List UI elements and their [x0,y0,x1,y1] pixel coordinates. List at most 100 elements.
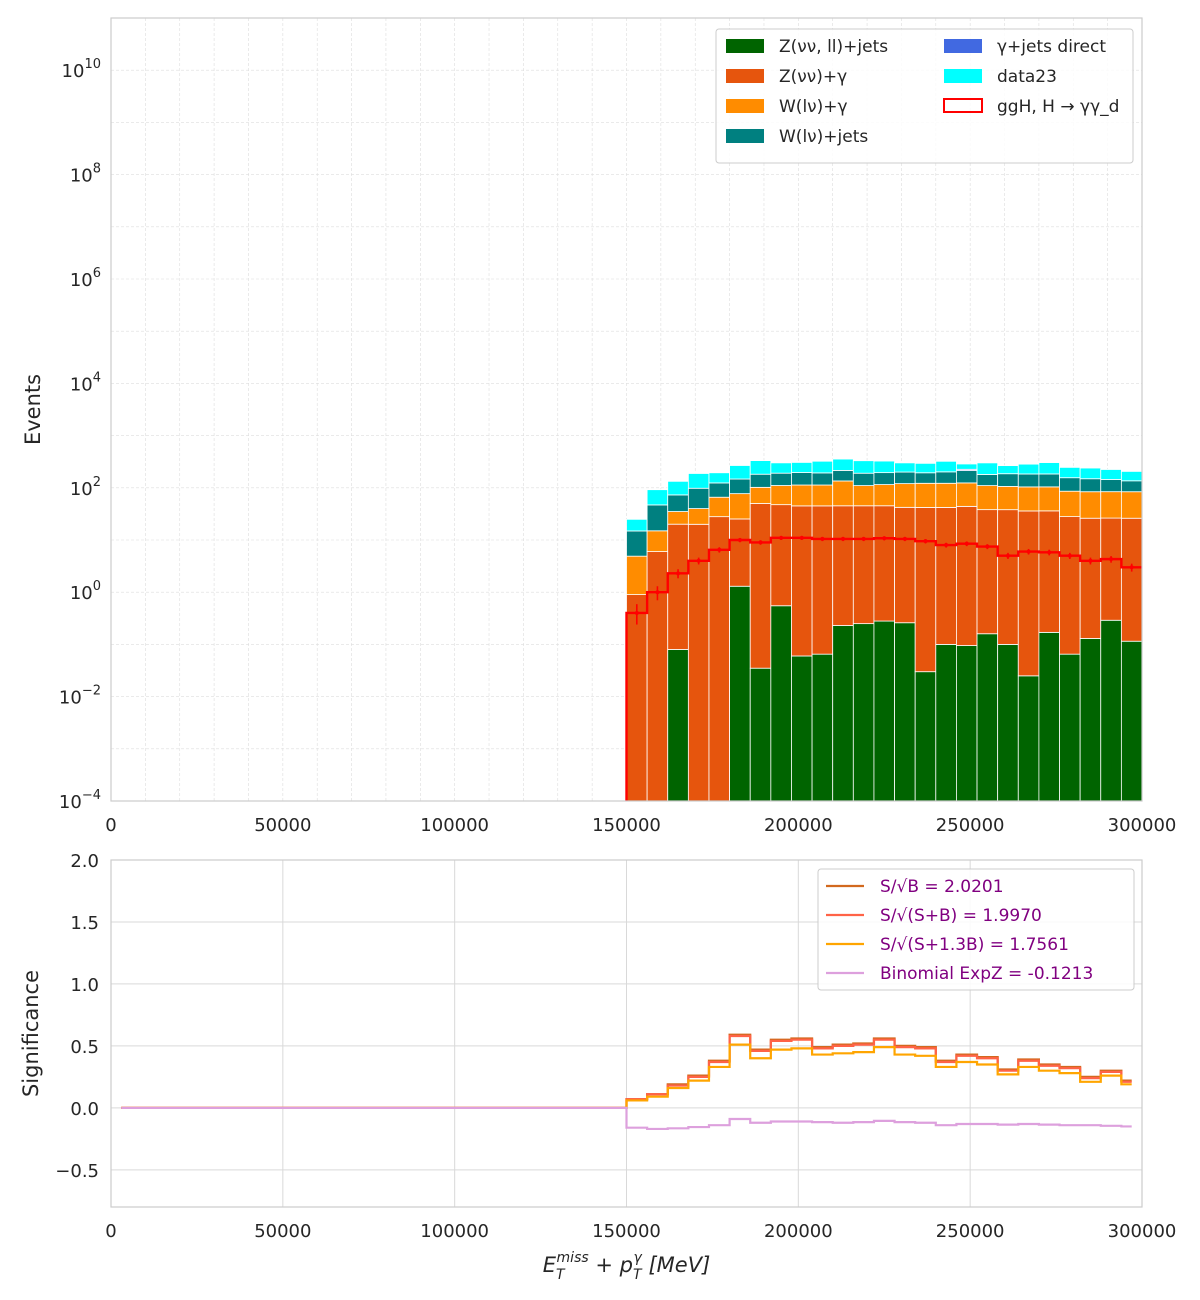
y-tick-label: −0.5 [55,1161,99,1182]
bar-segment [873,472,895,485]
x-label-sup2: γ [634,1250,643,1266]
legend-label: S/√(S+1.3B) = 1.7561 [880,935,1069,955]
bar-segment [894,471,916,485]
bar-segment [749,503,772,669]
bar-segment [956,505,978,646]
bar-segment [1120,471,1143,482]
bar-segment [1100,517,1122,621]
bar-segment [770,504,792,607]
y-tick-label: 106 [70,266,101,291]
bar-segment [873,460,895,474]
legend-swatch [726,39,764,53]
bar-segment [667,511,689,525]
bar-segment [852,505,875,625]
x-tick-label: 50000 [254,815,311,836]
legend-label: S/√B = 2.0201 [880,877,1004,897]
legend-label: γ+jets direct [997,37,1106,57]
bar-segment [956,463,978,470]
bar-segment [1038,462,1060,475]
bar-segment [626,518,648,532]
bar-segment [1079,491,1102,519]
bar-segment [708,496,730,518]
bar-segment [997,509,1019,645]
signal-point [758,540,763,545]
bar-segment [976,509,999,635]
x-label-sub2: T [633,1267,643,1283]
signal-point [1109,557,1114,562]
signal-point [861,536,866,541]
x-label-sup1: miss [557,1250,589,1266]
y-tick-label: 1.5 [70,913,99,934]
bar-segment [667,649,689,802]
bar-segment [935,644,957,802]
y-tick-label: 2.0 [70,851,99,872]
bar-segment [1017,463,1040,475]
bar-segment [749,460,772,475]
signal-point [964,541,969,546]
signal-point [779,535,784,540]
y-tick-label: 10−4 [59,788,101,813]
bar-segment [935,471,957,484]
bar-segment [852,485,875,507]
x-tick-label: 0 [105,1221,116,1242]
bar-segment [832,470,854,482]
bar-segment [646,504,669,532]
significance-line [121,1106,1132,1131]
main-plot-frame [110,17,1143,802]
legend-label: Binomial ExpZ = -0.1213 [880,964,1093,984]
x-label-e: E [543,1253,557,1277]
significance-plot-frame [110,859,1143,1208]
y-tick-label: 0.0 [70,1099,99,1120]
y-tick-label: 0.5 [70,1037,99,1058]
bar-segment [997,465,1019,475]
bar-segment [976,474,999,487]
bar-segment [914,671,937,802]
y-tick-label: 100 [70,579,101,604]
bar-segment [791,505,813,657]
bar-segment [873,484,895,507]
signal-step-line [625,536,1142,801]
y-tick-label: 10−2 [59,684,101,709]
bar-segment [1059,477,1081,492]
bar-segment [976,633,999,802]
bar-segment [646,530,669,552]
signal-point [696,558,701,563]
bar-segment [852,460,875,474]
bar-segment [811,472,834,486]
signal-point [1005,553,1010,558]
x-label-unit: [MeV] [642,1253,710,1277]
signal-point [902,536,907,541]
bar-segment [1120,640,1143,802]
bar-segment [1120,517,1143,642]
bar-segment [852,623,875,802]
bar-segment [646,489,669,506]
bar-segment [832,458,854,471]
bar-segment [1038,473,1060,488]
signal-point [655,590,660,595]
bar-segment [1059,516,1081,655]
x-tick-label: 300000 [1108,1221,1177,1242]
x-label-sub1: T [556,1267,566,1283]
x-tick-label: 250000 [936,1221,1005,1242]
bar-segment [1038,486,1060,512]
x-axis-label: ETmiss + pTγ [MeV] [543,1250,711,1283]
bar-segment [1059,466,1081,479]
x-tick-label: 200000 [764,1221,833,1242]
bar-segment [935,482,957,508]
x-tick-label: 150000 [592,815,661,836]
signal-point [985,544,990,549]
bar-segment [832,505,854,626]
bar-segment [1100,619,1122,802]
main-legend: Z(νν, ll)+jets Z(νν)+γ W(lν)+γ W(lν)+jets γ+… [715,28,1134,164]
bar-segment [749,667,772,802]
x-tick-label: 100000 [420,1221,489,1242]
bar-segment [770,472,792,486]
signal-point [1047,550,1052,555]
legend-label: Z(νν)+γ [779,67,847,87]
bar-segment [935,460,957,473]
bar-segment [626,530,648,557]
significance-line [121,1043,1132,1109]
bar-segment [894,483,916,508]
bar-segment [956,482,978,507]
